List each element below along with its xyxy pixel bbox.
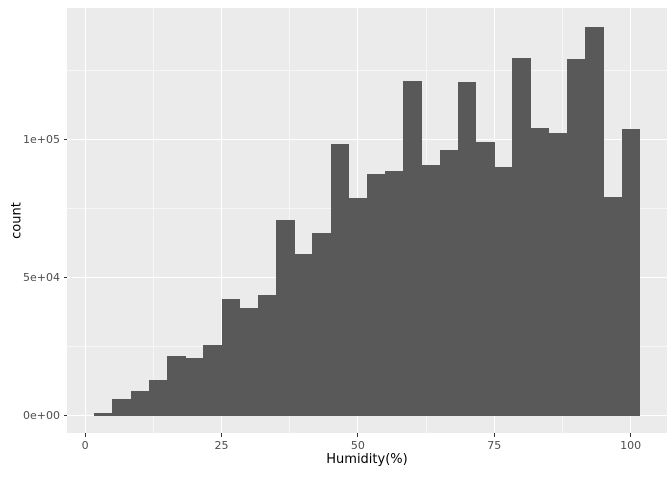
grid-major-vertical (221, 8, 223, 433)
histogram-bar (385, 170, 404, 416)
histogram-bar (185, 358, 204, 416)
histogram-bar (348, 198, 368, 416)
grid-major-vertical (84, 8, 86, 433)
histogram-bar (203, 345, 222, 416)
histogram-bar (239, 308, 259, 416)
histogram-bar (603, 196, 622, 416)
x-tick-label: 75 (487, 439, 502, 452)
x-tick-mark (630, 433, 632, 437)
x-tick-mark (357, 433, 359, 437)
histogram-bar (112, 399, 131, 416)
histogram-bar (439, 150, 459, 416)
grid-major-horizontal (67, 138, 667, 140)
histogram-bar (257, 295, 277, 416)
x-tick-mark (493, 433, 495, 437)
y-tick-label: 5e+04 (23, 271, 60, 285)
grid-major-horizontal (67, 415, 667, 417)
histogram-bar (476, 142, 495, 416)
histogram-bar (457, 81, 477, 416)
x-axis-title: Humidity(%) (326, 452, 408, 467)
histogram-bar (166, 355, 186, 416)
x-tick-label: 50 (350, 439, 365, 452)
histogram-bar (421, 164, 441, 416)
histogram-bar (548, 132, 568, 416)
histogram-bar (276, 219, 295, 416)
grid-minor-horizontal (67, 69, 667, 71)
histogram-bar (585, 26, 604, 416)
plot-panel (67, 8, 667, 433)
histogram-bar (530, 127, 550, 416)
y-axis-title: count (9, 202, 25, 239)
x-tick-mark (221, 433, 223, 437)
histogram-bar (148, 380, 168, 416)
x-tick-mark (84, 433, 86, 437)
x-tick-label: 25 (214, 439, 229, 452)
histogram-bar (130, 390, 150, 416)
histogram-bar (330, 143, 350, 416)
histogram-bar (312, 233, 331, 416)
x-tick-label: 100 (620, 439, 642, 452)
histogram-bar (94, 413, 113, 416)
y-tick-mark (63, 138, 67, 140)
histogram-bar (366, 174, 386, 416)
histogram-bar (566, 59, 586, 416)
x-tick-label: 0 (81, 439, 89, 452)
y-tick-label: 1e+05 (23, 132, 60, 146)
histogram-bar (221, 298, 241, 416)
histogram-bar (512, 57, 531, 416)
histogram-bar (294, 253, 313, 416)
histogram-bar (621, 128, 641, 416)
histogram-bar (403, 80, 422, 416)
grid-minor-vertical (152, 8, 154, 433)
y-tick-mark (63, 277, 67, 279)
y-tick-label: 0e+00 (23, 409, 60, 423)
histogram-bar (494, 166, 513, 416)
y-tick-mark (63, 415, 67, 417)
